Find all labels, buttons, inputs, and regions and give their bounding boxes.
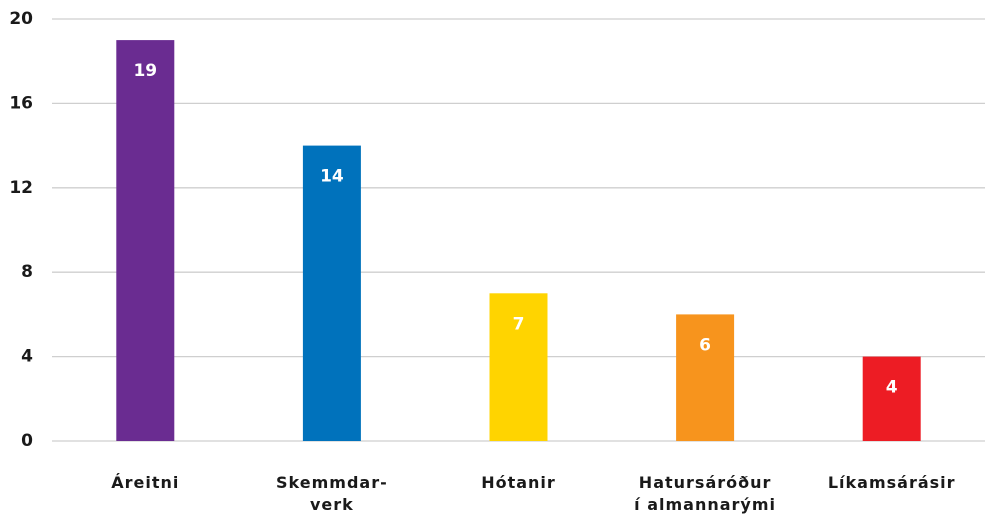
- y-tick-label: 20: [9, 9, 33, 29]
- y-tick-label: 4: [21, 347, 33, 367]
- value-label: 19: [133, 61, 157, 81]
- y-tick-label: 8: [21, 262, 33, 282]
- x-tick-label: Skemmdar- verk: [276, 473, 388, 514]
- bar: [676, 314, 735, 441]
- y-tick-label: 0: [21, 431, 33, 451]
- bar: [116, 40, 175, 441]
- x-tick-label: Áreitni: [111, 473, 180, 492]
- y-tick-label: 12: [9, 178, 33, 198]
- value-label: 14: [320, 167, 344, 187]
- y-tick-label: 16: [9, 93, 33, 113]
- value-label: 7: [513, 314, 525, 334]
- value-label: 4: [886, 378, 898, 398]
- bar: [302, 145, 361, 441]
- bar: [862, 356, 921, 441]
- x-tick-label: Hatursáróður í almannarými: [634, 473, 777, 514]
- x-tick-label: Líkamsárásir: [827, 473, 956, 492]
- x-tick-label: Hótanir: [481, 473, 556, 492]
- value-label: 6: [699, 335, 711, 355]
- bar: [489, 293, 548, 441]
